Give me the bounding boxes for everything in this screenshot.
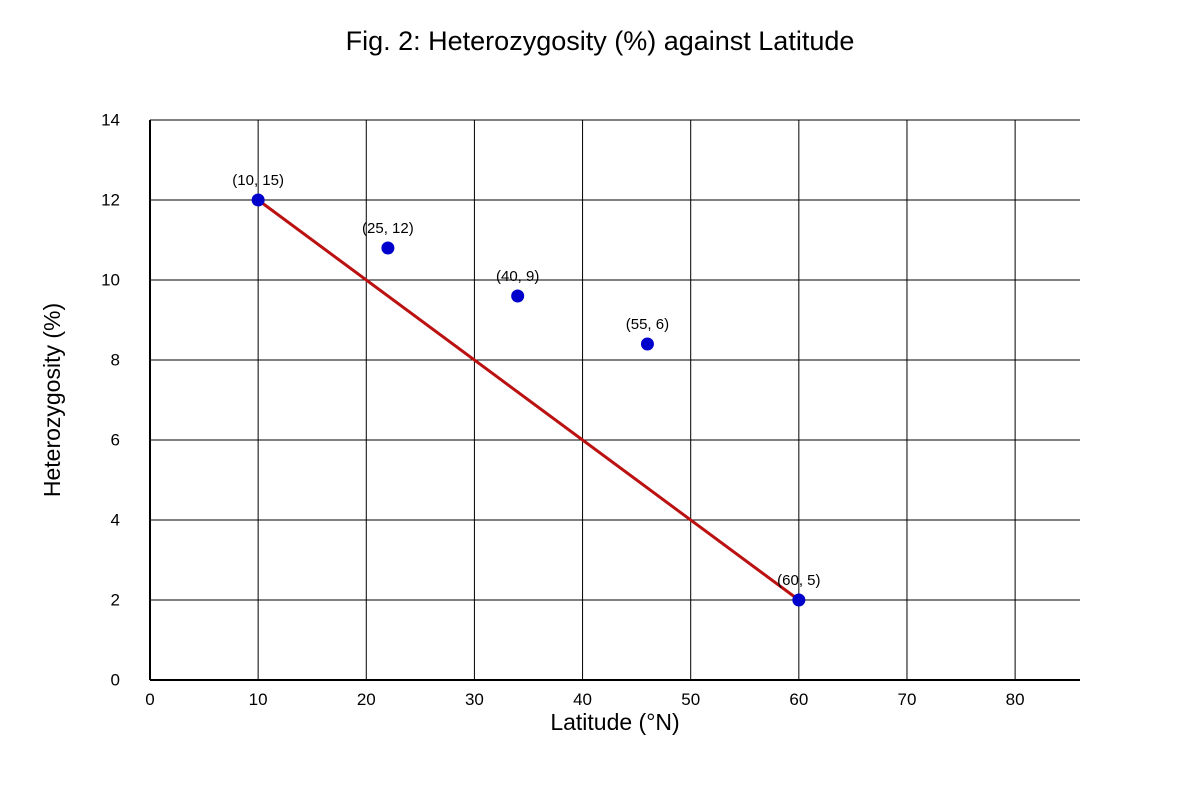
data-point: [640, 337, 654, 351]
trend-line-layer: [257, 198, 800, 602]
grid: [150, 119, 1080, 680]
x-tick-label: 40: [573, 690, 592, 709]
chart-title: Fig. 2: Heterozygosity (%) against Latit…: [346, 26, 855, 56]
point-label: (25, 12): [362, 220, 414, 237]
x-tick-label: 30: [465, 690, 484, 709]
data-point: [381, 241, 395, 255]
data-point: [792, 593, 806, 607]
point-label: (60, 5): [777, 572, 820, 589]
x-tick-label: 0: [145, 690, 154, 709]
x-tick-label: 70: [898, 690, 917, 709]
y-tick-label: 0: [111, 671, 120, 690]
y-tick-label: 8: [111, 351, 120, 370]
y-axis-title: Heterozygosity (%): [39, 303, 65, 497]
x-axis-title: Latitude (°N): [550, 709, 679, 735]
x-tick-label: 10: [249, 690, 268, 709]
x-tick-label: 60: [789, 690, 808, 709]
trend-line: [257, 198, 800, 602]
y-tick-label: 4: [111, 511, 120, 530]
y-tick-label: 10: [101, 271, 120, 290]
y-tick-label: 12: [101, 191, 120, 210]
axes: [149, 120, 1080, 681]
y-tick-label: 2: [111, 591, 120, 610]
point-label: (55, 6): [626, 316, 669, 333]
y-tick-label: 6: [111, 431, 120, 450]
x-tick-label: 80: [1006, 690, 1025, 709]
y-tick-label: 14: [101, 111, 120, 130]
x-tick-label: 20: [357, 690, 376, 709]
data-point: [251, 193, 265, 207]
point-label: (40, 9): [496, 268, 539, 285]
x-tick-label: 50: [681, 690, 700, 709]
point-labels: (10, 15) (25, 12) (40, 9) (55, 6) (60, 5): [232, 172, 820, 589]
tick-labels: 0 10 20 30 40 50 60 70 80 0 2 4 6 8 10 12 14: [101, 111, 1024, 710]
data-points: [251, 193, 806, 607]
data-point: [511, 289, 525, 303]
point-label: (10, 15): [232, 172, 284, 189]
